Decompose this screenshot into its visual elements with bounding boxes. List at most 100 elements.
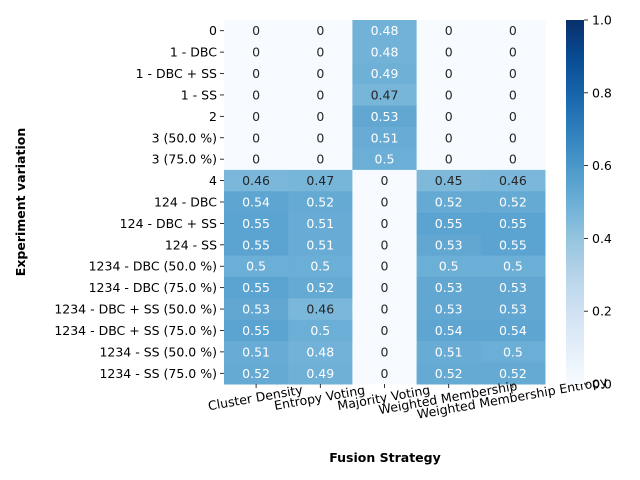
heatmap-cell: [352, 62, 418, 85]
cell-value-label: 0.5: [375, 152, 395, 167]
cell-value-label: 0: [381, 216, 389, 231]
heatmap-cell: [416, 148, 482, 171]
cell-value-label: 0.51: [371, 130, 399, 145]
heatmap-cell: [480, 255, 546, 278]
heatmap-cell: [416, 255, 482, 278]
heatmap-cell: [480, 84, 546, 107]
y-axis-title: Experiment variation: [13, 128, 28, 276]
cell-value-label: 0: [445, 66, 453, 81]
heatmap-cell: [288, 298, 353, 321]
heatmap-cell: [288, 319, 353, 342]
colorbar-tick-label: 0.6: [592, 158, 612, 173]
heatmap-cell: [480, 319, 546, 342]
cell-value-label: 0.52: [435, 195, 463, 210]
cell-value-label: 0.55: [242, 323, 270, 338]
heatmap-cell: [352, 298, 418, 321]
heatmap-cell: [480, 148, 546, 171]
cell-value-label: 0.46: [499, 173, 527, 188]
heatmap-cell: [288, 276, 353, 299]
heatmap-cell: [416, 319, 482, 342]
heatmap-cell: [288, 41, 353, 64]
heatmap-cell: [288, 127, 353, 149]
y-tick-label: 1234 - SS (75.0 %): [99, 366, 217, 381]
colorbar-tick-label: 0.4: [592, 231, 612, 246]
heatmap-cell: [480, 41, 546, 64]
cell-value-label: 0: [252, 45, 260, 60]
colorbar: [566, 20, 584, 384]
cell-value-label: 0.51: [435, 344, 463, 359]
cell-value-label: 0: [316, 152, 324, 167]
cell-value-label: 0: [316, 87, 324, 102]
cell-value-label: 0: [381, 302, 389, 317]
cell-value-label: 0: [316, 45, 324, 60]
heatmap-cell: [416, 169, 482, 192]
heatmap-cell: [352, 169, 418, 192]
cell-value-label: 0.5: [503, 259, 523, 274]
cell-value-label: 0: [381, 195, 389, 210]
cell-value-label: 0.54: [435, 323, 463, 338]
colorbar-tick-label: 0.0: [592, 377, 612, 392]
heatmap-cell: [288, 255, 353, 278]
heatmap-cell: [416, 62, 482, 85]
cell-value-label: 0: [252, 23, 260, 38]
cell-value-label: 0: [509, 130, 517, 145]
heatmap-cell: [288, 191, 353, 214]
cell-value-label: 0.53: [371, 109, 399, 124]
y-tick-label: 124 - DBC + SS: [120, 216, 217, 231]
cell-value-label: 0: [381, 237, 389, 252]
heatmap-cell: [288, 148, 353, 171]
cell-value-label: 0.53: [435, 237, 463, 252]
cell-value-label: 0.48: [371, 23, 399, 38]
cell-value-label: 0.46: [306, 302, 334, 317]
x-axis-title: Fusion Strategy: [329, 450, 441, 465]
cell-value-label: 0.52: [499, 366, 527, 381]
heatmap-cell: [224, 41, 289, 64]
cell-value-label: 0.52: [435, 366, 463, 381]
heatmap-cells: 0 0 0.48 0 0 0 0 0.48 0 0 0 0 0.49 0 0 0 0 0.47 0 0 0 0 0.53 0 0…: [224, 20, 546, 385]
cell-value-label: 0.5: [246, 259, 266, 274]
heatmap-cell: [352, 20, 418, 42]
heatmap-cell: [288, 84, 353, 107]
heatmap-cell: [352, 341, 418, 364]
cell-value-label: 0.52: [306, 280, 334, 295]
cell-value-label: 0.53: [499, 280, 527, 295]
cell-value-label: 0: [509, 109, 517, 124]
cell-value-label: 0.5: [439, 259, 459, 274]
cell-value-label: 0.47: [306, 173, 334, 188]
heatmap-cell: [416, 276, 482, 299]
heatmap-cell: [224, 169, 289, 192]
cell-value-label: 0: [381, 323, 389, 338]
heatmap-cell: [288, 105, 353, 128]
y-tick-label: 3 (50.0 %): [152, 130, 217, 145]
heatmap-cell: [288, 169, 353, 192]
cell-value-label: 0.49: [371, 66, 399, 81]
heatmap-cell: [288, 212, 353, 235]
cell-value-label: 0.5: [310, 323, 330, 338]
cell-value-label: 0: [381, 280, 389, 295]
cell-value-label: 0.53: [435, 280, 463, 295]
y-tick-label: 124 - SS: [165, 237, 217, 252]
y-tick-label: 2: [209, 109, 217, 124]
cell-value-label: 0: [252, 87, 260, 102]
cell-value-label: 0: [509, 152, 517, 167]
cell-value-label: 0: [316, 130, 324, 145]
cell-value-label: 0.55: [499, 216, 527, 231]
cell-value-label: 0.48: [306, 344, 334, 359]
heatmap-cell: [480, 62, 546, 85]
cell-value-label: 0.48: [371, 45, 399, 60]
cell-value-label: 0.52: [499, 195, 527, 210]
y-tick-label: 1234 - DBC (50.0 %): [89, 259, 217, 274]
cell-value-label: 0.51: [242, 344, 270, 359]
heatmap-cell: [288, 234, 353, 257]
cell-value-label: 0: [445, 152, 453, 167]
heatmap-cell: [352, 319, 418, 342]
heatmap-cell: [416, 84, 482, 107]
heatmap-cell: [288, 341, 353, 364]
heatmap-cell: [352, 212, 418, 235]
cell-value-label: 0: [316, 66, 324, 81]
heatmap-cell: [416, 234, 482, 257]
cell-value-label: 0.49: [306, 366, 334, 381]
cell-value-label: 0: [509, 23, 517, 38]
heatmap-cell: [416, 362, 482, 385]
